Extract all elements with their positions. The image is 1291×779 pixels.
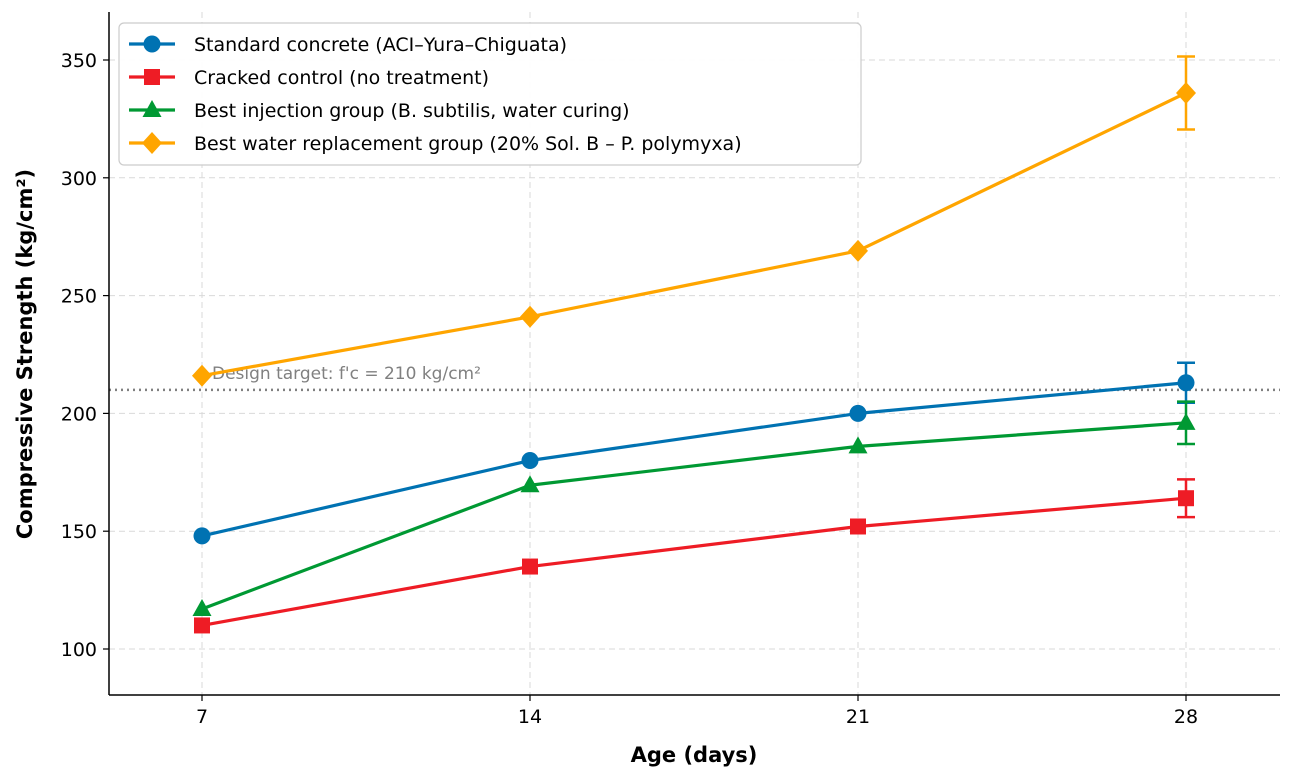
data-point	[192, 364, 212, 387]
data-point	[1177, 374, 1195, 392]
series-1	[194, 478, 1195, 634]
series-group	[192, 55, 1196, 634]
data-point	[522, 558, 538, 575]
legend-label: Cracked control (no treatment)	[194, 67, 489, 89]
data-point	[192, 598, 212, 616]
data-point	[848, 239, 868, 262]
data-point	[848, 436, 868, 454]
y-tick-label: 150	[61, 521, 97, 543]
data-point	[520, 475, 540, 493]
series-2	[192, 400, 1196, 616]
legend: Standard concrete (ACI–Yura–Chiguata) Cra…	[118, 22, 862, 166]
legend-box	[118, 22, 862, 166]
legend-marker	[142, 100, 162, 117]
legend-marker	[142, 132, 162, 154]
data-point	[194, 617, 210, 634]
y-tick-label: 300	[61, 168, 97, 190]
x-tick-label: 7	[196, 706, 208, 728]
design-target-label: Design target: f'c = 210 kg/cm²	[212, 364, 481, 384]
y-tick-label: 100	[61, 639, 97, 661]
data-point	[520, 305, 540, 328]
series-line	[201, 421, 1187, 611]
legend-marker	[144, 69, 160, 85]
legend-marker	[143, 35, 161, 53]
data-point	[849, 404, 867, 422]
series-line	[201, 91, 1187, 378]
data-point	[850, 518, 866, 535]
data-point	[521, 452, 539, 470]
y-tick-label: 200	[61, 403, 97, 425]
axes: 7 14 21 28 100 150 200 250 300 350	[61, 12, 1280, 728]
legend-label: Best injection group (B. subtilis, water…	[194, 100, 630, 122]
legend-item-2: Best injection group (B. subtilis, water…	[129, 100, 630, 122]
legend-item-0: Standard concrete (ACI–Yura–Chiguata)	[129, 34, 567, 56]
legend-item-1: Cracked control (no treatment)	[129, 67, 489, 89]
x-tick-label: 28	[1174, 706, 1198, 728]
series-line	[201, 496, 1187, 628]
reference-line-group: Design target: f'c = 210 kg/cm²	[109, 364, 1280, 392]
legend-item-3: Best water replacement group (20% Sol. B…	[129, 132, 742, 155]
series-3	[192, 55, 1196, 387]
data-point	[1176, 81, 1196, 104]
legend-label: Standard concrete (ACI–Yura–Chiguata)	[194, 34, 567, 56]
data-point	[1176, 412, 1196, 430]
legend-label: Best water replacement group (20% Sol. B…	[194, 133, 742, 155]
data-point	[193, 527, 211, 545]
data-point	[1178, 490, 1194, 507]
series-line	[201, 381, 1187, 538]
x-tick-label: 14	[518, 706, 542, 728]
y-axis-label: Compressive Strength (kg/cm²)	[13, 169, 37, 539]
x-tick-label: 21	[846, 706, 870, 728]
x-axis-label: Age (days)	[631, 743, 758, 767]
y-tick-label: 350	[61, 50, 97, 72]
y-tick-label: 250	[61, 286, 97, 308]
